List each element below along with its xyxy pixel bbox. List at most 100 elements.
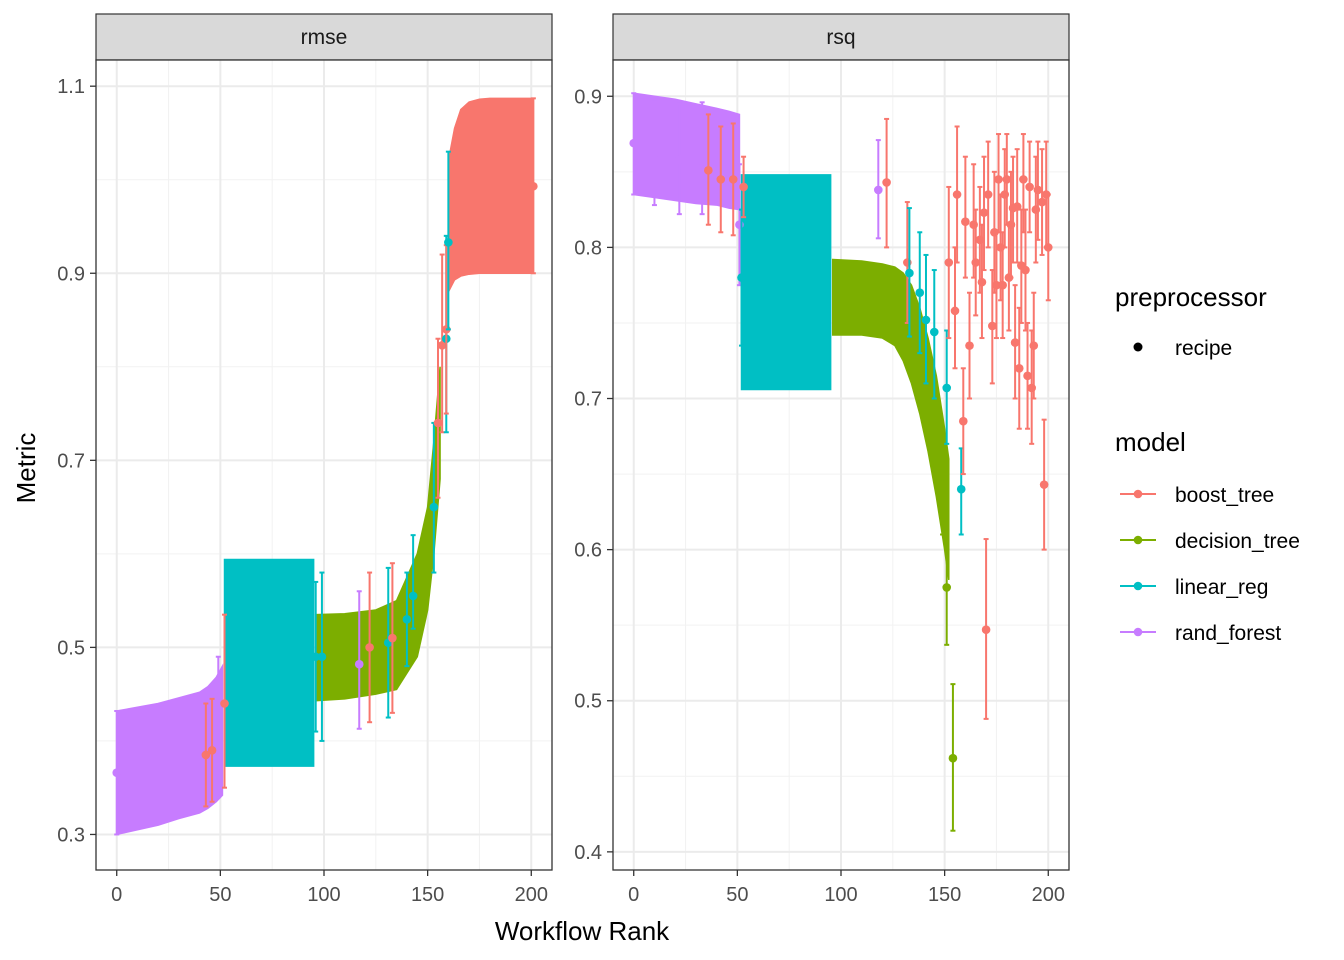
data-point-boost_tree xyxy=(437,253,447,434)
data-point-boost_tree xyxy=(388,562,397,714)
error-band-boost_tree xyxy=(447,97,535,293)
data-point-boost_tree xyxy=(1023,321,1032,430)
data-point-boost_tree xyxy=(1037,148,1047,256)
x-tick-label: 50 xyxy=(209,884,231,906)
legend-item-boost_tree: boost_tree xyxy=(1120,484,1274,507)
data-point-boost_tree xyxy=(728,122,738,237)
data-point-linear_reg xyxy=(317,571,327,742)
data-point-decision_tree xyxy=(948,683,958,832)
legend-label: decision_tree xyxy=(1175,530,1300,553)
x-tick-label: 50 xyxy=(726,884,748,906)
legend-label: rand_forest xyxy=(1175,622,1281,645)
data-point-linear_reg xyxy=(429,421,439,574)
data-point-linear_reg xyxy=(921,253,931,385)
data-point-boost_tree xyxy=(961,155,970,279)
x-tick-label: 150 xyxy=(411,884,444,906)
x-tick-label: 200 xyxy=(1032,884,1065,906)
data-point-boost_tree xyxy=(201,702,211,808)
legend: preprocessor recipe model boost_treedeci… xyxy=(1115,282,1300,645)
data-point-boost_tree xyxy=(433,337,443,499)
data-point-boost_tree xyxy=(1039,418,1049,551)
x-axis-title: Workflow Rank xyxy=(495,916,670,946)
legend-key-point xyxy=(1133,489,1143,499)
data-point-boost_tree xyxy=(994,133,1003,234)
x-tick-label: 0 xyxy=(628,884,639,906)
legend-recipe-key xyxy=(1133,342,1143,352)
strip-label: rmse xyxy=(301,26,348,49)
data-point-rand_forest xyxy=(112,709,122,836)
data-point-boost_tree xyxy=(971,208,981,317)
error-band-linear_reg xyxy=(223,558,315,767)
y-tick-label: 0.6 xyxy=(574,540,602,562)
legend-preprocessor-title: preprocessor xyxy=(1115,282,1267,312)
data-point-rand_forest xyxy=(675,102,684,216)
y-tick-label: 0.4 xyxy=(574,842,602,864)
data-point-boost_tree xyxy=(882,117,891,249)
data-point-linear_reg xyxy=(915,231,925,355)
data-point-decision_tree xyxy=(938,435,947,536)
y-tick-label: 0.5 xyxy=(57,637,85,659)
data-point-boost_tree xyxy=(529,97,538,275)
strip-rmse xyxy=(95,13,553,61)
data-point-boost_tree xyxy=(983,140,993,249)
y-tick-label: 0.7 xyxy=(57,450,85,472)
data-point-rand_forest xyxy=(629,92,639,196)
data-point-linear_reg xyxy=(402,571,412,668)
legend-key-point xyxy=(1133,535,1143,545)
data-point-boost_tree xyxy=(365,571,374,724)
data-point-linear_reg xyxy=(444,150,453,331)
data-point-boost_tree xyxy=(739,155,748,219)
legend-label: boost_tree xyxy=(1175,484,1274,507)
legend-item-rand_forest: rand_forest xyxy=(1120,622,1281,645)
data-point-boost_tree xyxy=(952,125,962,264)
data-point-boost_tree xyxy=(979,155,989,272)
data-point-linear_reg xyxy=(905,207,914,338)
data-point-boost_tree xyxy=(704,113,713,226)
data-point-linear_reg xyxy=(929,269,939,400)
data-point-linear_reg xyxy=(942,329,952,445)
data-point-decision_tree xyxy=(942,528,952,646)
y-axis-title: Metric xyxy=(11,433,41,504)
gridlines xyxy=(613,60,1069,870)
x-tick-label: 150 xyxy=(928,884,961,906)
data-point-boost_tree xyxy=(992,231,1001,340)
x-tick-label: 100 xyxy=(824,884,857,906)
y-tick-label: 0.3 xyxy=(57,824,85,846)
x-tick-label: 200 xyxy=(515,884,548,906)
legend-key-point xyxy=(1133,581,1143,591)
data-point-linear_reg xyxy=(408,534,418,630)
data-point-rand_forest xyxy=(697,101,707,216)
data-point-rand_forest xyxy=(213,655,223,799)
legend-item-decision_tree: decision_tree xyxy=(1120,530,1300,553)
data-point-boost_tree xyxy=(716,125,726,234)
error-band-rand_forest xyxy=(632,92,741,211)
data-point-boost_tree xyxy=(944,185,954,340)
x-tick-label: 100 xyxy=(307,884,340,906)
error-band-rand_forest xyxy=(115,663,224,836)
data-point-boost_tree xyxy=(1019,133,1028,234)
panel-rsq: rsq 0 50 100 150 200 0.4 0.5 0.6 0.7 0.8 0.9 xyxy=(574,13,1070,906)
data-point-rand_forest xyxy=(874,139,883,240)
data-point-boost_tree xyxy=(1033,140,1043,241)
y-tick-label: 0.7 xyxy=(574,389,602,411)
panel-rmse: rmse 0 50 100 150 200 0.3 0.5 0.7 0.9 1.1 xyxy=(57,13,553,906)
data-point-rand_forest xyxy=(354,590,364,730)
data-point-boost_tree xyxy=(220,613,229,789)
x-tick-label: 0 xyxy=(111,884,122,906)
data-point-boost_tree xyxy=(1002,133,1012,226)
data-point-linear_reg xyxy=(311,580,321,733)
legend-label: linear_reg xyxy=(1175,576,1268,599)
data-point-boost_tree xyxy=(1010,284,1020,400)
data-point-rand_forest xyxy=(650,98,659,207)
y-tick-label: 1.1 xyxy=(57,76,85,98)
strip-label: rsq xyxy=(826,26,855,49)
y-tick-label: 0.9 xyxy=(57,263,85,285)
data-point-boost_tree xyxy=(1029,291,1039,400)
y-tick-label: 0.5 xyxy=(574,691,602,713)
error-band-linear_reg xyxy=(740,174,832,391)
y-tick-label: 0.8 xyxy=(574,237,602,259)
data-point-boost_tree xyxy=(981,538,991,720)
legend-recipe-label: recipe xyxy=(1175,337,1232,360)
legend-model-title: model xyxy=(1115,427,1186,457)
